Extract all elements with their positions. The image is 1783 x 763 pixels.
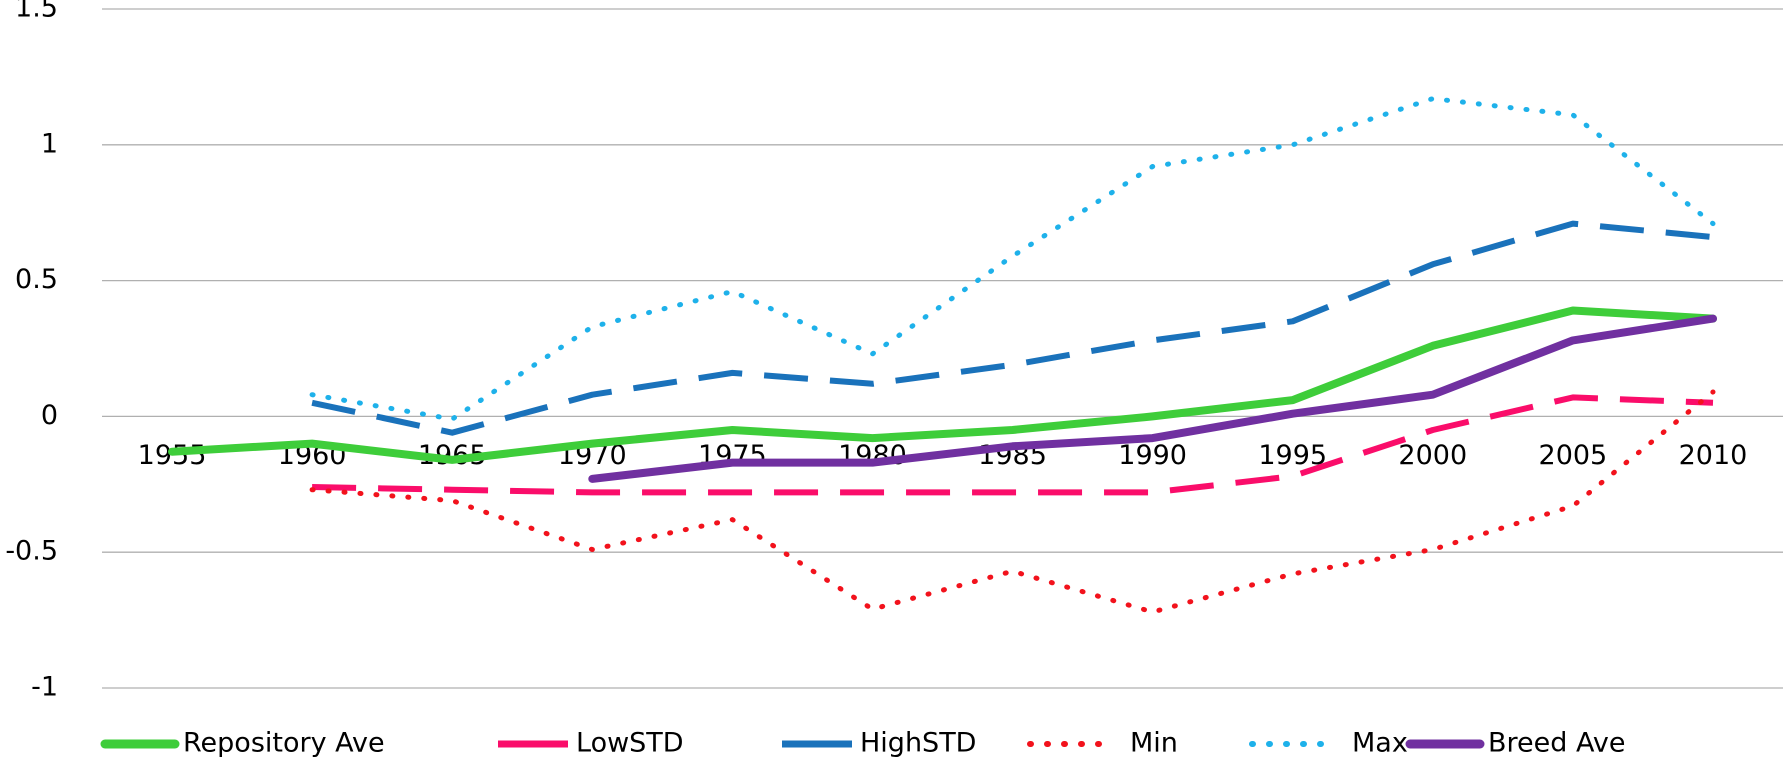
series-line [312,394,1714,496]
series-line [588,314,1717,483]
series-line [168,306,1717,464]
series-line [309,96,1716,422]
y-tick-label: 1.5 [15,0,58,24]
legend-label: LowSTD [576,728,684,759]
x-tick-label: 2010 [1679,440,1748,471]
y-tick-label: -0.5 [5,536,58,567]
x-tick-label: 2000 [1398,440,1467,471]
y-tick-label: 1 [41,128,58,159]
y-tick-label: 0.5 [15,264,58,295]
series-line [311,220,1714,436]
series-line [309,389,1716,615]
y-tick-label: -1 [31,672,58,703]
legend-label: HighSTD [860,728,976,759]
legend-label: Repository Ave [183,728,385,759]
legend-label: Breed Ave [1488,728,1625,759]
x-tick-label: 1990 [1118,440,1187,471]
x-tick-label: 2005 [1539,440,1608,471]
y-tick-label: 0 [41,400,58,431]
legend-label: Max [1352,728,1408,759]
legend-label: Min [1130,728,1178,759]
